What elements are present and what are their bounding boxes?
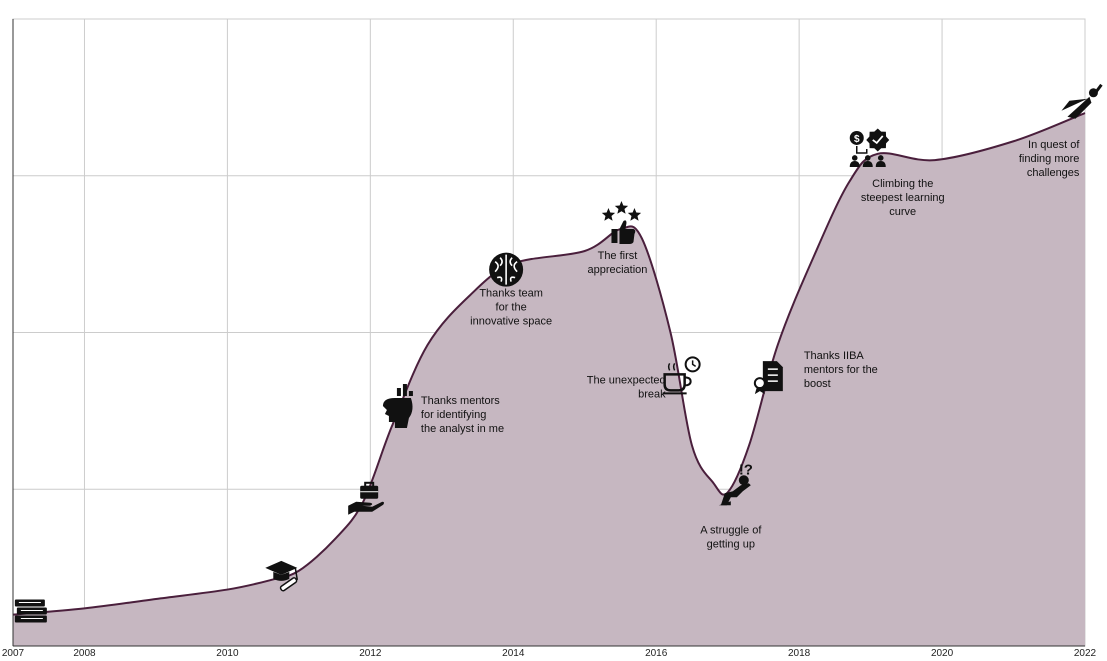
x-tick-label: 2007 — [2, 648, 25, 659]
milestone: Thanks mentors for identifying the analyst… — [382, 384, 504, 435]
area-fill — [13, 113, 1085, 647]
x-tick-label: 2018 — [788, 648, 811, 659]
x-tick-label: 2014 — [502, 648, 525, 659]
milestone-label: Thanks IIBA mentors for the boost — [804, 350, 878, 390]
milestone — [14, 599, 47, 623]
milestone — [265, 560, 299, 592]
milestones: Thanks mentors for identifying the analyst… — [14, 83, 1103, 623]
x-tick-label: 2020 — [931, 648, 954, 659]
milestone: The unexpected break — [587, 356, 701, 400]
milestone-label: A struggle of getting up — [700, 524, 762, 550]
milestone-label: The first appreciation — [587, 250, 647, 276]
head-chart-icon — [382, 384, 413, 429]
x-tick-label: 2008 — [73, 648, 96, 659]
superhero-icon — [1061, 83, 1103, 119]
thumbs-up-stars-icon — [601, 201, 642, 245]
svg-text:$: $ — [854, 134, 860, 145]
milestone-label: In quest of finding more challenges — [1019, 139, 1080, 179]
milestone: !? A struggle of getting up — [700, 461, 762, 550]
x-tick-label: 2012 — [359, 648, 382, 659]
milestone: Thanks IIBA mentors for the boost — [753, 350, 878, 395]
kneeling-person-icon: !? — [718, 461, 753, 506]
milestone: Thanks team for the innovative space — [470, 252, 552, 328]
milestone — [348, 481, 384, 515]
money-gear-team-icon: $ — [849, 128, 890, 167]
x-tick-labels: 2007 2008 2010 2012 2014 2016 2018 2020 2022 — [2, 648, 1097, 659]
brain-icon — [489, 252, 524, 287]
x-tick-label: 2022 — [1074, 648, 1097, 659]
milestone-label: Thanks team for the innovative space — [470, 288, 552, 328]
x-tick-label: 2016 — [645, 648, 668, 659]
certificate-icon — [753, 361, 783, 395]
graduation-cap-diploma-icon — [265, 560, 299, 592]
milestone: The first appreciation — [587, 201, 647, 276]
books-icon — [14, 599, 47, 623]
milestone-label: Thanks mentors for identifying the analyst… — [421, 395, 504, 435]
hand-briefcase-icon — [348, 481, 384, 515]
svg-text:!?: !? — [739, 461, 753, 478]
x-tick-label: 2010 — [216, 648, 239, 659]
axes — [12, 19, 1085, 647]
milestone: In quest of finding more challenges — [1019, 83, 1103, 179]
coffee-clock-icon — [662, 356, 701, 395]
milestone-label: Climbing the steepest learning curve — [861, 178, 945, 218]
milestone: $ Climbing the steepest learning curve — [849, 128, 945, 218]
milestone-label: The unexpected break — [587, 374, 666, 400]
